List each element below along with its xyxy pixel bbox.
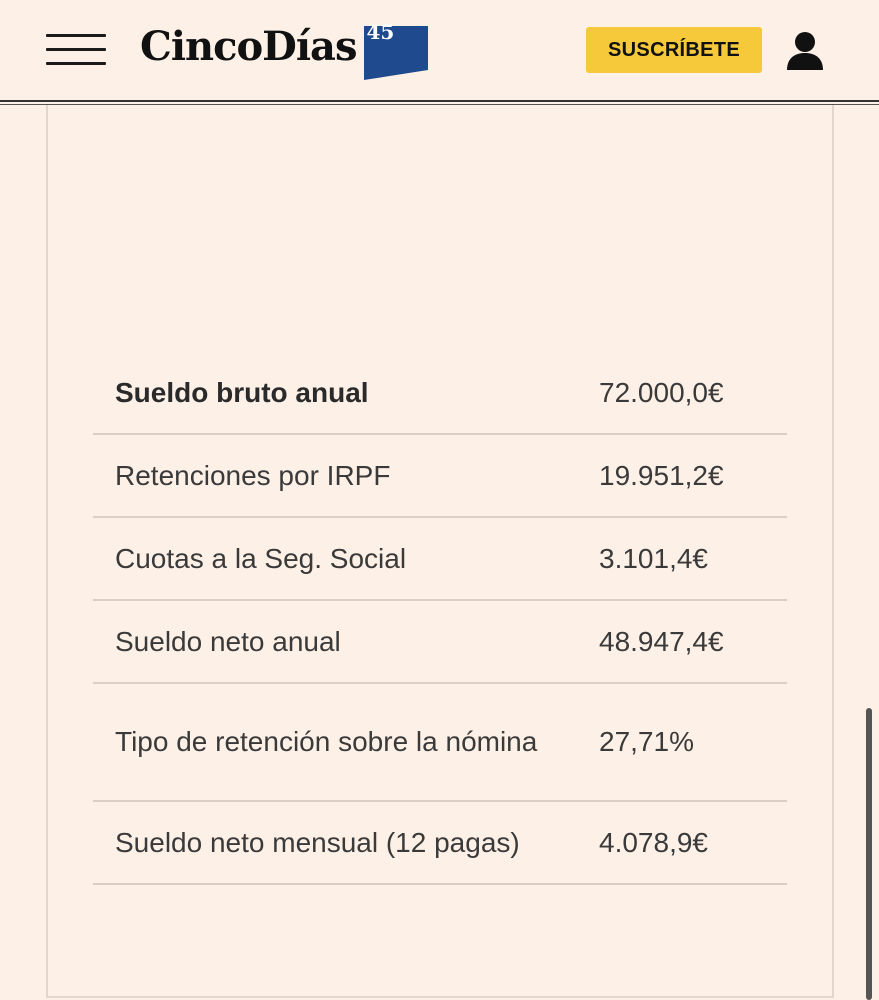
- row-label: Cuotas a la Seg. Social: [115, 542, 407, 574]
- row-value: 3.101,4€: [599, 542, 708, 574]
- table-row: Sueldo neto anual 48.947,4€: [93, 601, 787, 684]
- subscribe-button[interactable]: SUSCRÍBETE: [586, 27, 762, 73]
- row-label: Tipo de retención sobre la nómina: [115, 726, 538, 757]
- row-value: 19.951,2€: [599, 459, 724, 491]
- row-label: Sueldo neto mensual (12 pagas): [115, 826, 520, 858]
- anniversary-badge: 45: [364, 20, 429, 80]
- user-icon[interactable]: [785, 30, 825, 72]
- row-label: Sueldo bruto anual: [115, 376, 369, 408]
- row-value: 72.000,0€: [599, 376, 724, 408]
- scrollbar[interactable]: [866, 708, 872, 1000]
- row-value: 4.078,9€: [599, 826, 708, 858]
- table-row: Tipo de retención sobre la nómina 27,71%: [93, 684, 787, 802]
- badge-number: 45: [366, 20, 395, 44]
- header-divider: [0, 100, 879, 105]
- badge-flag-icon: [364, 26, 429, 80]
- table-row: Retenciones por IRPF 19.951,2€: [93, 435, 787, 518]
- logo-text: CincoDías: [140, 23, 357, 70]
- hamburger-menu-icon[interactable]: [46, 34, 106, 66]
- row-label: Sueldo neto anual: [115, 625, 341, 657]
- row-label: Retenciones por IRPF: [115, 459, 391, 491]
- salary-calculator-card: [46, 105, 834, 998]
- table-row: Cuotas a la Seg. Social 3.101,4€: [93, 518, 787, 601]
- table-row: Sueldo bruto anual 72.000,0€: [93, 352, 787, 435]
- salary-results-table: Sueldo bruto anual 72.000,0€ Retenciones…: [93, 352, 787, 885]
- table-row: Sueldo neto mensual (12 pagas) 4.078,9€: [93, 802, 787, 885]
- row-value: 27,71%: [599, 726, 694, 757]
- row-value: 48.947,4€: [599, 625, 724, 657]
- site-logo[interactable]: CincoDías 45: [140, 20, 429, 82]
- site-header: CincoDías 45 SUSCRÍBETE: [0, 0, 879, 100]
